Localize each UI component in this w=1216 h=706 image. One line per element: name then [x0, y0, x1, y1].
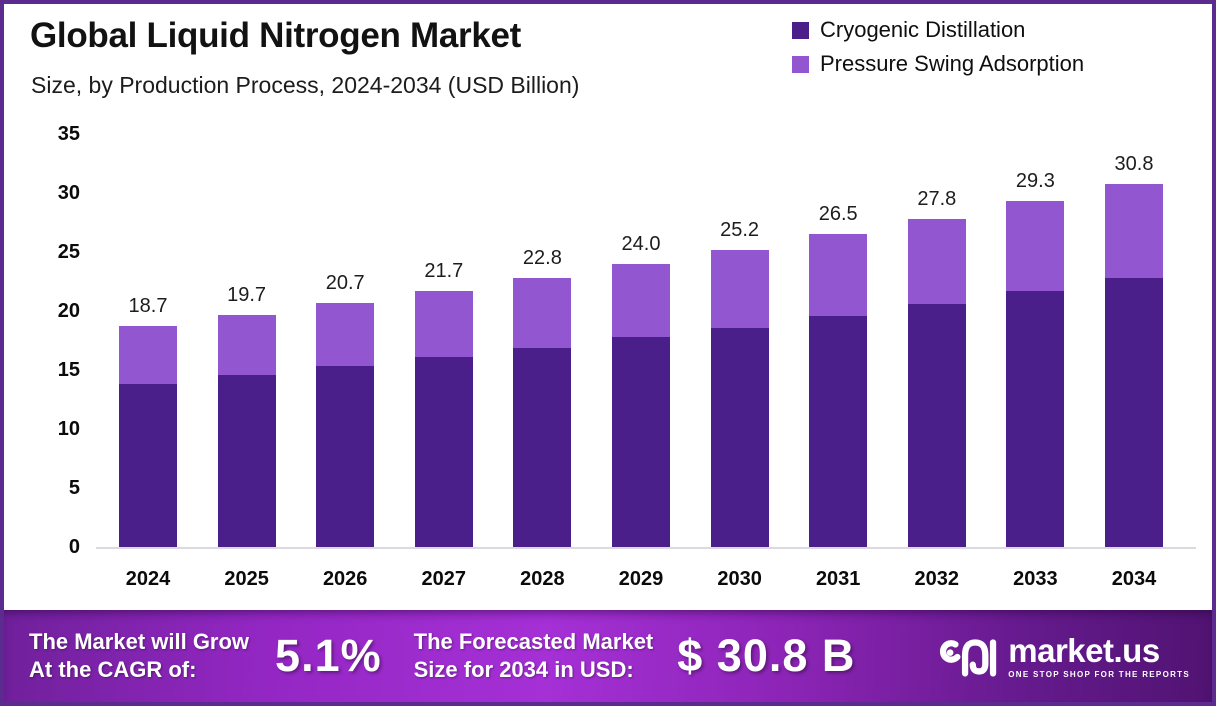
- page-subtitle: Size, by Production Process, 2024-2034 (…: [31, 72, 580, 98]
- bar-2031-cryogenic-distillation: [809, 316, 868, 547]
- bar-total-label-2025: 19.7: [227, 284, 267, 306]
- bar-total-label-2028: 22.8: [522, 247, 562, 269]
- brand-name: market.us: [1008, 631, 1160, 669]
- y-axis-tick-0: 0: [68, 536, 80, 558]
- bar-total-label-2031: 26.5: [818, 203, 858, 225]
- bar-2032-cryogenic-distillation: [907, 304, 966, 547]
- bar-2030-pressure-swing-adsorption: [710, 250, 769, 328]
- bar-2027-cryogenic-distillation: [414, 357, 473, 547]
- cagr-label: The Market will Grow At the CAGR of:: [29, 628, 249, 684]
- bar-2031-pressure-swing-adsorption: [809, 234, 868, 316]
- x-axis-label-2033: 2033: [1013, 568, 1058, 590]
- bar-2027-pressure-swing-adsorption: [414, 291, 473, 357]
- x-axis-label-2025: 2025: [224, 568, 269, 590]
- bar-2030-cryogenic-distillation: [710, 328, 769, 547]
- cagr-label-line2: At the CAGR of:: [29, 657, 197, 682]
- x-axis-label-2027: 2027: [421, 568, 467, 590]
- bar-total-label-2033: 29.3: [1015, 170, 1055, 192]
- x-axis-baseline: [96, 547, 1196, 549]
- page-title: Global Liquid Nitrogen Market: [30, 16, 522, 55]
- x-axis-label-2031: 2031: [815, 568, 861, 590]
- bar-2033-cryogenic-distillation: [1006, 291, 1065, 547]
- x-axis-label-2026: 2026: [322, 568, 368, 590]
- legend: Cryogenic Distillation Pressure Swing Ad…: [792, 17, 1084, 77]
- legend-label-pressure-swing-adsorption: Pressure Swing Adsorption: [820, 51, 1085, 76]
- bar-total-label-2034: 30.8: [1114, 153, 1154, 175]
- bar-2034-cryogenic-distillation: [1105, 278, 1163, 547]
- cagr-value: 5.1%: [275, 630, 382, 681]
- bar-total-label-2029: 24.0: [621, 233, 661, 255]
- market-us-logo-icon: [940, 639, 997, 677]
- forecast-value: $ 30.8 B: [677, 630, 856, 681]
- brand-logo: market.us ONE STOP SHOP FOR THE REPORTS: [936, 629, 1190, 683]
- bar-total-label-2027: 21.7: [424, 260, 464, 282]
- x-axis-label-2030: 2030: [717, 568, 762, 590]
- bar-2032-pressure-swing-adsorption: [907, 219, 966, 304]
- bar-2024-pressure-swing-adsorption: [119, 326, 177, 384]
- bar-total-label-2026: 20.7: [325, 272, 365, 294]
- x-axis-label-2024: 2024: [125, 568, 171, 590]
- bar-2034-pressure-swing-adsorption: [1105, 184, 1163, 278]
- bar-2025-cryogenic-distillation: [217, 375, 276, 547]
- bar-total-label-2030: 25.2: [720, 219, 760, 241]
- forecast-label: The Forecasted Market Size for 2034 in U…: [414, 628, 654, 684]
- legend-label-cryogenic-distillation: Cryogenic Distillation: [820, 17, 1026, 42]
- y-axis-tick-10: 10: [57, 418, 80, 440]
- x-axis-label-2029: 2029: [618, 568, 664, 590]
- footer-banner: The Market will Grow At the CAGR of: 5.1…: [4, 610, 1212, 702]
- y-axis-tick-30: 30: [57, 182, 80, 204]
- legend-color-pressure-swing-adsorption-icon: [792, 55, 809, 73]
- y-axis-tick-35: 35: [57, 123, 80, 145]
- bar-2028-pressure-swing-adsorption: [513, 278, 572, 348]
- stacked-bar-chart: 0 5 10 15 20 25 30 35 18.7 2024 19.7 2025 20.7 2026 21…: [4, 116, 1212, 600]
- bar-2026-pressure-swing-adsorption: [316, 303, 375, 366]
- y-axis-tick-25: 25: [57, 241, 80, 263]
- y-axis-tick-15: 15: [57, 359, 80, 381]
- y-axis-tick-20: 20: [57, 300, 80, 322]
- y-axis-tick-5: 5: [68, 477, 80, 499]
- legend-item-cryogenic-distillation: Cryogenic Distillation: [792, 17, 1084, 43]
- forecast-label-line1: The Forecasted Market: [413, 629, 654, 655]
- x-axis-label-2032: 2032: [914, 568, 960, 590]
- bar-2033-pressure-swing-adsorption: [1006, 201, 1065, 291]
- bar-total-label-2032: 27.8: [917, 188, 957, 210]
- bar-2026-cryogenic-distillation: [316, 366, 375, 547]
- x-axis-label-2034: 2034: [1111, 568, 1157, 590]
- bar-2029-cryogenic-distillation: [612, 337, 670, 547]
- bar-total-label-2024: 18.7: [128, 295, 168, 317]
- brand-tagline: ONE STOP SHOP FOR THE REPORTS: [1008, 669, 1190, 679]
- bar-2028-cryogenic-distillation: [513, 348, 572, 547]
- bar-2025-pressure-swing-adsorption: [217, 315, 276, 375]
- legend-color-cryogenic-distillation-icon: [792, 21, 809, 39]
- forecast-label-line2: Size for 2034 in USD:: [413, 657, 634, 682]
- x-axis-label-2028: 2028: [520, 568, 565, 590]
- bar-2029-pressure-swing-adsorption: [612, 264, 670, 337]
- cagr-label-line1: The Market will Grow: [29, 629, 250, 655]
- bar-2024-cryogenic-distillation: [119, 384, 177, 547]
- legend-item-pressure-swing-adsorption: Pressure Swing Adsorption: [792, 51, 1084, 77]
- brand-text: market.us ONE STOP SHOP FOR THE REPORTS: [1008, 634, 1190, 679]
